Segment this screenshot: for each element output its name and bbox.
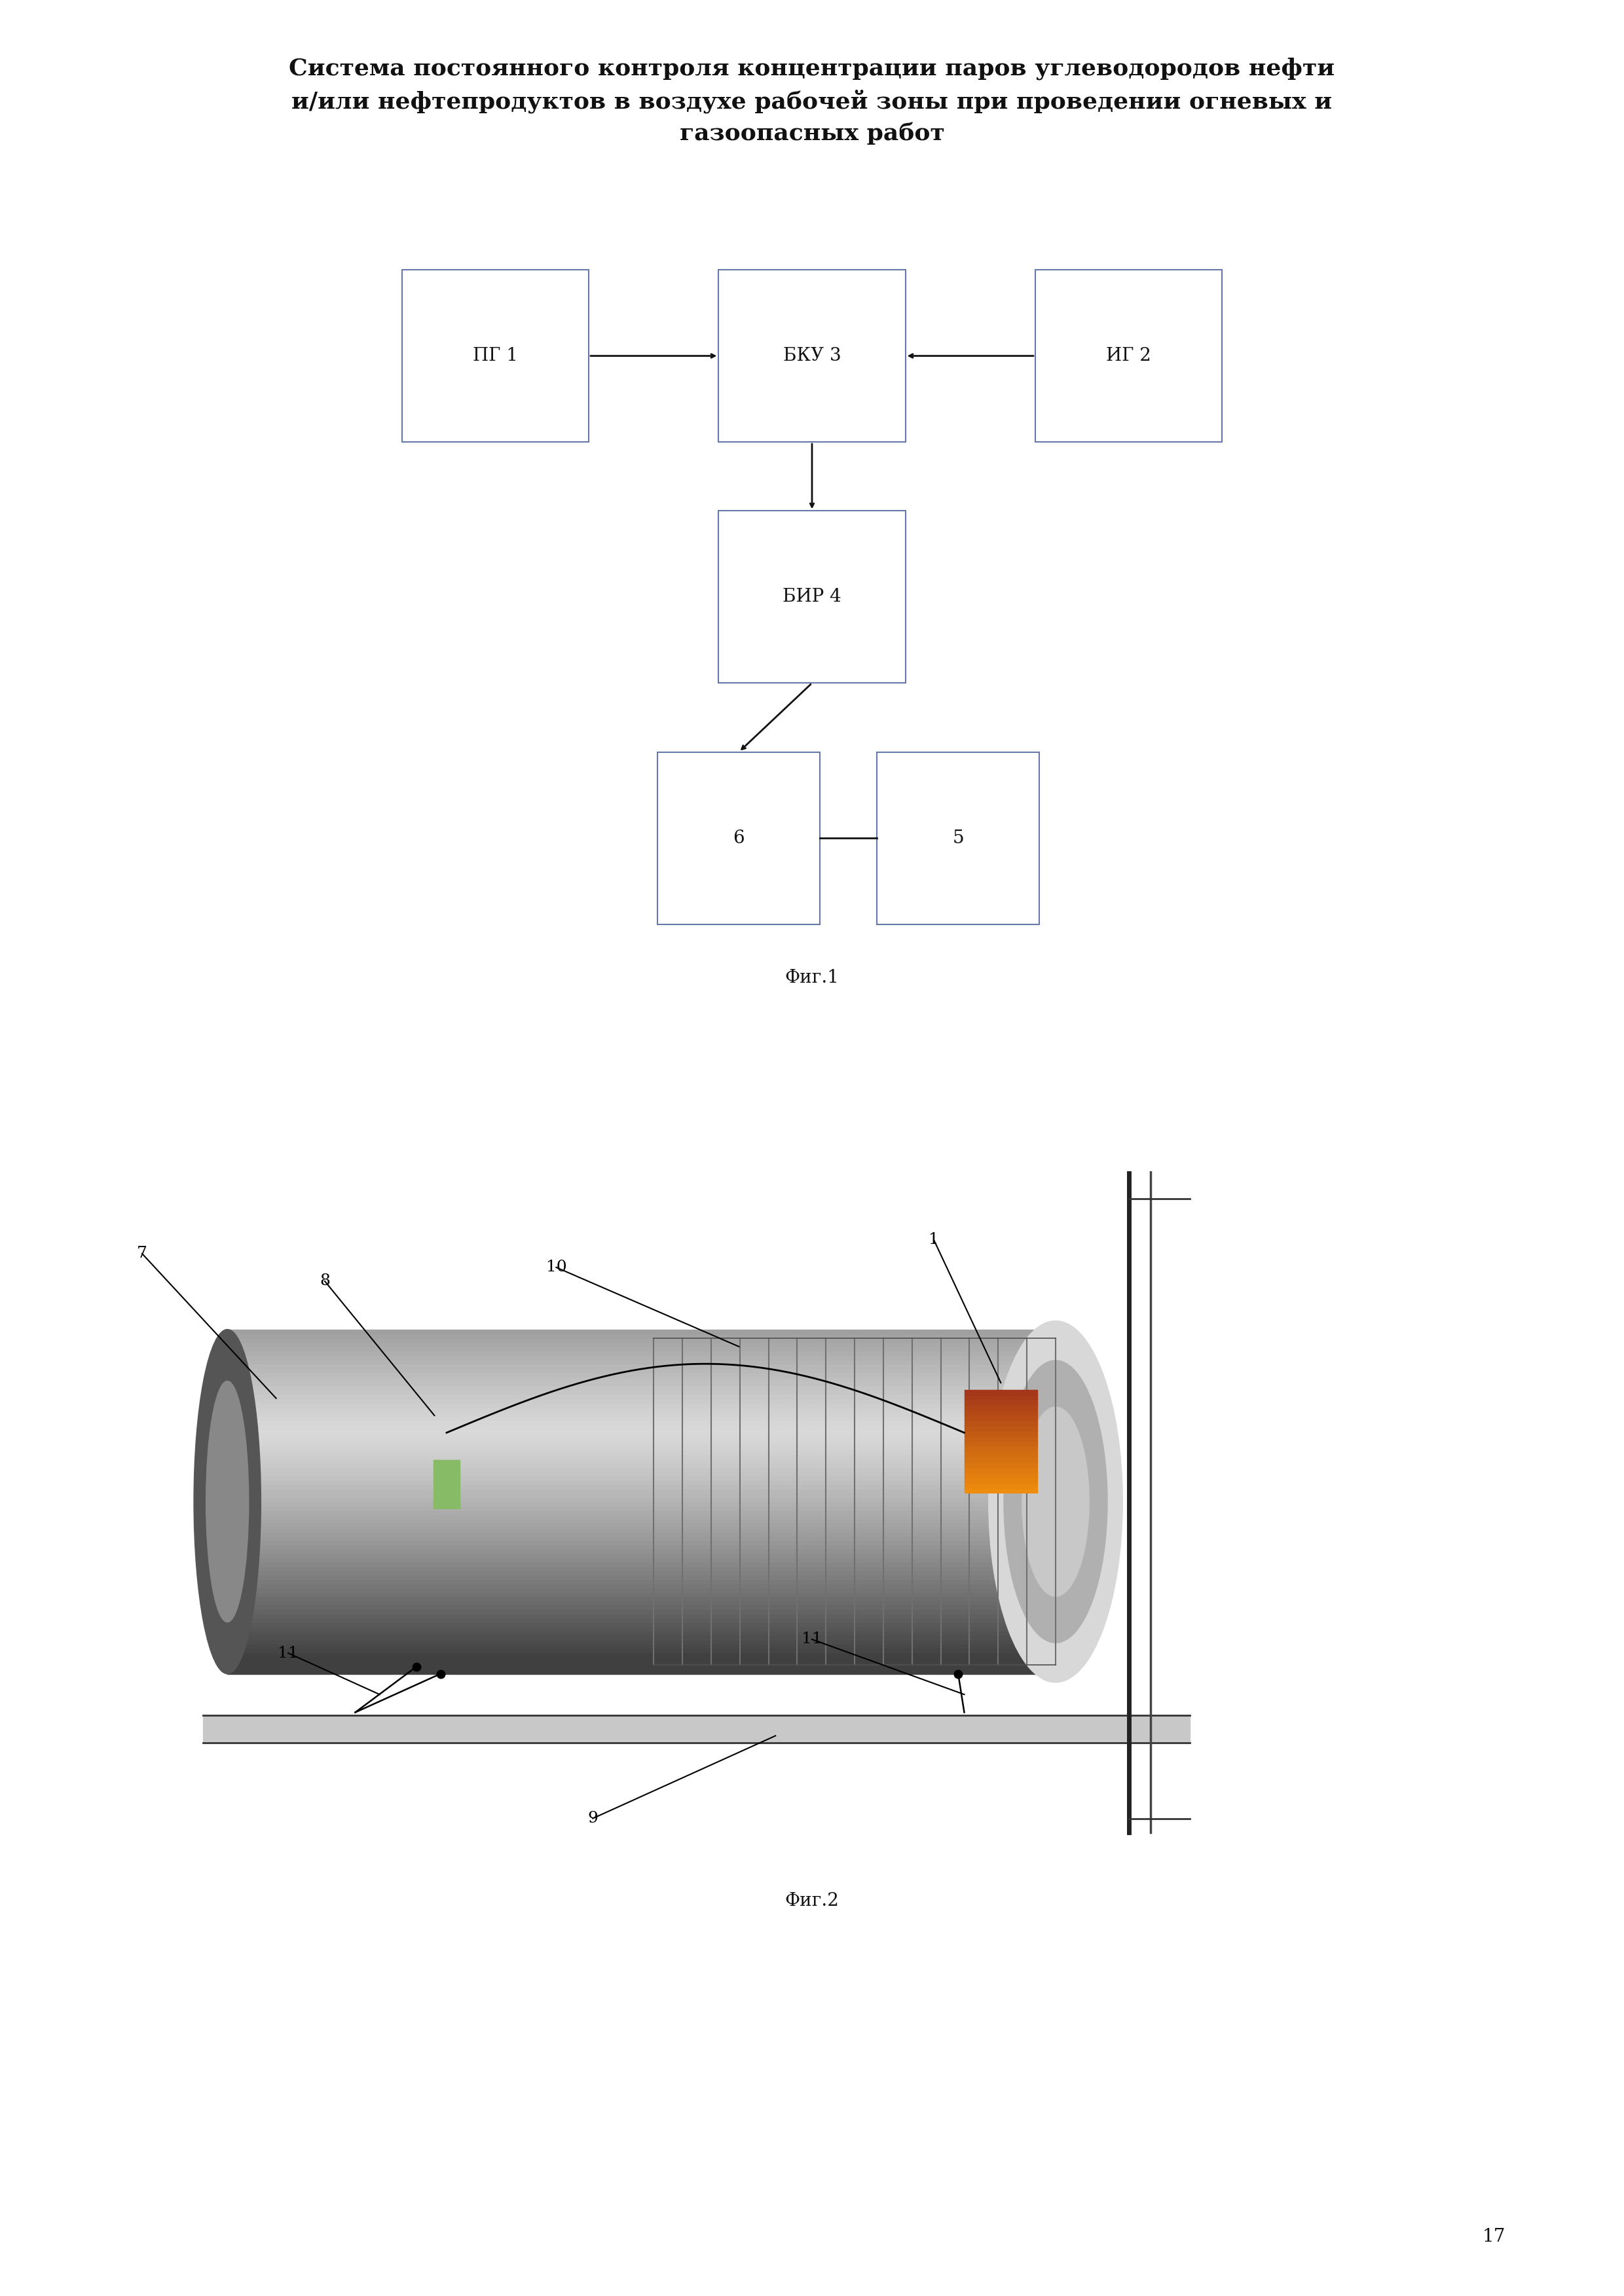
- FancyBboxPatch shape: [1036, 269, 1221, 441]
- Text: 1: 1: [929, 1233, 939, 1247]
- FancyBboxPatch shape: [719, 269, 906, 441]
- FancyBboxPatch shape: [719, 510, 906, 684]
- Bar: [434, 1460, 460, 1508]
- Text: Система постоянного контроля концентрации паров углеводородов нефти
и/или нефтеп: Система постоянного контроля концентраци…: [289, 57, 1335, 145]
- Ellipse shape: [193, 1329, 261, 1674]
- Text: БИР 4: БИР 4: [783, 588, 841, 606]
- Text: ПГ 1: ПГ 1: [473, 347, 518, 365]
- Text: БКУ 3: БКУ 3: [783, 347, 841, 365]
- Ellipse shape: [989, 1320, 1122, 1683]
- Text: 8: 8: [320, 1274, 330, 1288]
- Ellipse shape: [1004, 1359, 1108, 1644]
- Text: 11: 11: [802, 1632, 822, 1646]
- Text: 17: 17: [1483, 2227, 1505, 2245]
- Bar: [965, 1389, 1038, 1492]
- Text: 10: 10: [546, 1261, 567, 1274]
- Ellipse shape: [1021, 1407, 1090, 1596]
- Ellipse shape: [206, 1380, 248, 1621]
- FancyBboxPatch shape: [658, 751, 820, 923]
- Text: 9: 9: [588, 1812, 598, 1825]
- Text: 7: 7: [136, 1247, 148, 1261]
- Text: Фиг.1: Фиг.1: [784, 969, 840, 987]
- Text: 6: 6: [732, 829, 745, 847]
- Text: Фиг.2: Фиг.2: [784, 1892, 840, 1910]
- Text: 11: 11: [278, 1646, 299, 1660]
- Text: ИГ 2: ИГ 2: [1106, 347, 1151, 365]
- FancyBboxPatch shape: [401, 269, 588, 441]
- Text: 5: 5: [952, 829, 965, 847]
- FancyBboxPatch shape: [877, 751, 1039, 923]
